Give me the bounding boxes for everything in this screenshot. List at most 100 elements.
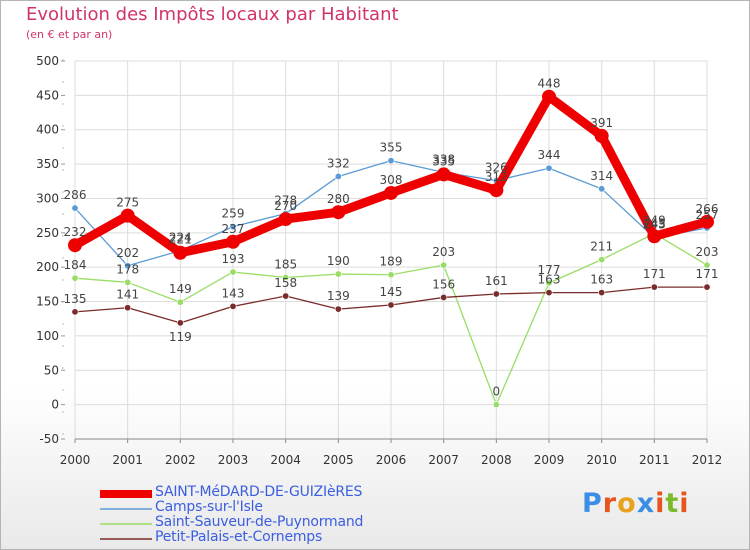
x-tick-label: 2011 bbox=[639, 453, 670, 467]
data-point bbox=[700, 214, 714, 229]
data-label: 177 bbox=[538, 263, 561, 277]
data-label: 221 bbox=[169, 233, 192, 247]
data-label: 275 bbox=[116, 196, 139, 210]
legend-swatch bbox=[100, 490, 152, 498]
data-point bbox=[650, 283, 658, 291]
data-label: 145 bbox=[380, 285, 403, 299]
data-point bbox=[384, 185, 398, 200]
x-tick-label: 2002 bbox=[165, 453, 196, 467]
data-point bbox=[440, 261, 448, 269]
data-label: 243 bbox=[643, 218, 666, 232]
logo-letter: i bbox=[655, 488, 666, 519]
legend-label: Petit-Palais-et-Cornemps bbox=[155, 529, 323, 545]
chart-subtitle: (en € et par an) bbox=[26, 28, 113, 41]
data-label: 391 bbox=[590, 116, 613, 130]
data-label: 314 bbox=[590, 169, 613, 183]
logo-letter: r bbox=[602, 488, 618, 519]
data-point bbox=[331, 205, 346, 220]
data-point bbox=[598, 185, 606, 193]
y-tick-label: 50 bbox=[44, 363, 59, 377]
data-point bbox=[545, 289, 553, 297]
data-point bbox=[229, 302, 237, 310]
data-label: 193 bbox=[222, 252, 245, 266]
data-label: 203 bbox=[696, 245, 719, 259]
data-label: 143 bbox=[222, 286, 245, 300]
legend-item: Saint-Sauveur-de-Puynormand bbox=[100, 514, 420, 530]
data-label: 308 bbox=[380, 173, 403, 187]
data-label: 335 bbox=[432, 154, 455, 168]
data-point bbox=[173, 245, 188, 260]
data-label: 259 bbox=[222, 207, 245, 221]
logo-letter: i bbox=[679, 488, 690, 519]
y-tick-label: 300 bbox=[36, 191, 59, 205]
data-point bbox=[542, 89, 556, 104]
data-label: 184 bbox=[64, 258, 87, 272]
data-label: 163 bbox=[590, 273, 613, 287]
data-label: 161 bbox=[485, 274, 508, 288]
y-tick-label: 0 bbox=[51, 398, 59, 412]
data-label: 211 bbox=[590, 240, 613, 254]
data-point bbox=[703, 283, 711, 291]
y-tick-label: 250 bbox=[36, 226, 59, 240]
data-label: 202 bbox=[116, 246, 139, 260]
legend-label: Saint-Sauveur-de-Puynormand bbox=[155, 514, 364, 530]
x-tick-label: 2007 bbox=[428, 453, 459, 467]
y-tick-label: 100 bbox=[36, 329, 59, 343]
data-label: 355 bbox=[380, 141, 403, 155]
data-point bbox=[226, 234, 240, 249]
y-tick-label: 200 bbox=[36, 260, 59, 274]
data-label: 139 bbox=[327, 289, 350, 303]
legend-swatch bbox=[100, 508, 152, 510]
x-tick-label: 2005 bbox=[323, 453, 354, 467]
logo-letter: o bbox=[617, 488, 637, 519]
data-point bbox=[440, 293, 448, 301]
data-label: 185 bbox=[274, 257, 297, 271]
data-label: 119 bbox=[169, 330, 192, 344]
data-label: 257 bbox=[696, 208, 719, 222]
x-tick-label: 2004 bbox=[270, 453, 301, 467]
data-point bbox=[598, 256, 606, 264]
data-point bbox=[334, 172, 342, 180]
x-tick-label: 2003 bbox=[218, 453, 249, 467]
data-label: 171 bbox=[696, 267, 719, 281]
data-label: 266 bbox=[696, 202, 719, 216]
data-label: 237 bbox=[222, 222, 245, 236]
data-point bbox=[71, 274, 79, 282]
data-point bbox=[71, 308, 79, 316]
data-point bbox=[124, 278, 132, 286]
legend-item: Camps-sur-l'Isle bbox=[100, 499, 420, 515]
legend-label: SAINT-MéDARD-DE-GUIZIèRES bbox=[155, 484, 363, 500]
y-tick-label: -50 bbox=[39, 432, 59, 446]
data-point bbox=[176, 319, 184, 327]
data-label: 448 bbox=[538, 77, 561, 91]
data-point bbox=[68, 238, 82, 253]
x-tick-label: 2008 bbox=[481, 453, 512, 467]
legend-swatch bbox=[100, 538, 152, 540]
data-point bbox=[545, 279, 553, 287]
y-tick-label: 500 bbox=[36, 54, 59, 68]
data-point bbox=[124, 262, 132, 270]
logo-letter: P bbox=[582, 488, 603, 519]
data-point bbox=[229, 223, 237, 231]
legend-label: Camps-sur-l'Isle bbox=[155, 499, 263, 515]
legend-swatch bbox=[100, 523, 152, 525]
data-label: 163 bbox=[538, 273, 561, 287]
data-label: 332 bbox=[327, 156, 350, 170]
data-point bbox=[598, 289, 606, 297]
data-label: 189 bbox=[380, 255, 403, 269]
data-point bbox=[278, 212, 293, 227]
data-label: 344 bbox=[538, 148, 561, 162]
data-point bbox=[176, 298, 184, 306]
data-label: 280 bbox=[327, 192, 350, 206]
data-label: 312 bbox=[485, 170, 508, 184]
legend-item: Petit-Palais-et-Cornemps bbox=[100, 529, 420, 545]
data-label: 190 bbox=[327, 254, 350, 268]
data-point bbox=[492, 401, 500, 409]
y-tick-label: 350 bbox=[36, 157, 59, 171]
y-tick-label: 150 bbox=[36, 295, 59, 309]
proxiti-logo: Proxiti bbox=[582, 488, 690, 519]
logo-letter: x bbox=[636, 488, 656, 519]
x-tick-label: 2000 bbox=[60, 453, 91, 467]
data-label: 245 bbox=[643, 216, 666, 230]
